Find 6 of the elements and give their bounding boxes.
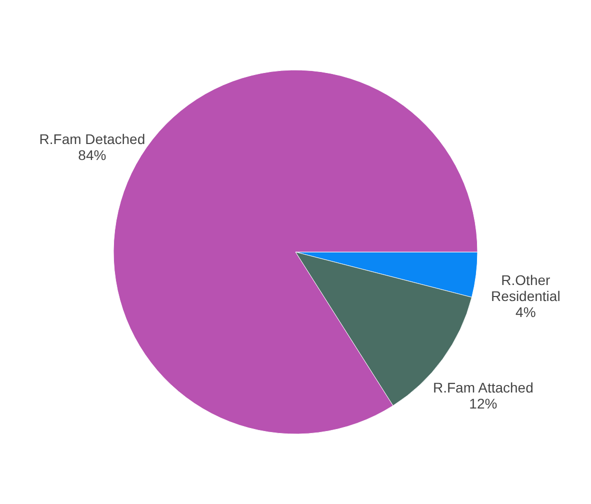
slice-label: R.Fam Detached — [39, 131, 146, 148]
slice-label: R.Fam Attached — [432, 379, 534, 396]
data-label: 4% — [516, 304, 536, 320]
data-label: 84% — [78, 147, 106, 164]
slice-label: R.Other Residential — [491, 272, 560, 304]
data-label: 12% — [469, 395, 498, 412]
